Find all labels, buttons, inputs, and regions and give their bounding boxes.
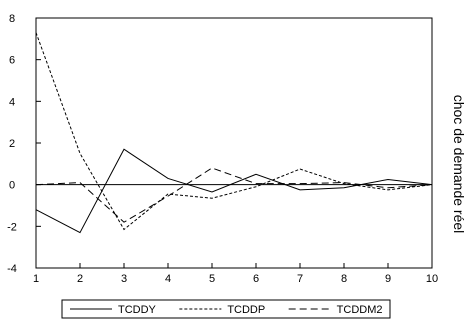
x-tick-label: 1 bbox=[33, 273, 39, 285]
side-label: choc de demande réel bbox=[451, 95, 467, 234]
x-tick-label: 6 bbox=[253, 273, 259, 285]
y-tick-label: 4 bbox=[9, 96, 15, 108]
x-tick-label: 3 bbox=[121, 273, 127, 285]
x-tick-label: 7 bbox=[297, 273, 303, 285]
y-tick-label: -4 bbox=[7, 263, 17, 275]
plot-border bbox=[35, 17, 433, 269]
x-tick-label: 2 bbox=[77, 273, 83, 285]
y-tick-label: 2 bbox=[9, 138, 15, 150]
y-tick-label: 6 bbox=[9, 55, 15, 67]
series-line-tcddp bbox=[35, 32, 433, 231]
x-tick-label: 5 bbox=[209, 273, 215, 285]
legend: TCDDY TCDDP TCDDM2 bbox=[61, 299, 391, 319]
legend-label-tcddm2: TCDDM2 bbox=[337, 304, 383, 316]
x-tick-label: 10 bbox=[426, 273, 438, 285]
series-lines bbox=[35, 32, 433, 234]
x-tick-label: 9 bbox=[385, 273, 391, 285]
series-line-tcddy bbox=[35, 148, 433, 234]
x-axis-ticks: 1 2 3 4 5 6 7 8 9 10 bbox=[33, 263, 438, 285]
y-tick-label: 0 bbox=[9, 180, 15, 192]
x-tick-label: 4 bbox=[165, 273, 171, 285]
plot-frame bbox=[35, 17, 433, 269]
series-line-tcddm2 bbox=[35, 167, 433, 223]
y-axis-ticks: -4 -2 0 2 4 6 8 bbox=[7, 13, 41, 275]
legend-box bbox=[61, 299, 391, 319]
x-tick-label: 8 bbox=[341, 273, 347, 285]
y-tick-label: -2 bbox=[7, 221, 17, 233]
y-tick-label: 8 bbox=[9, 13, 15, 25]
legend-label-tcddp: TCDDP bbox=[227, 304, 265, 316]
legend-label-tcddy: TCDDY bbox=[118, 304, 157, 316]
